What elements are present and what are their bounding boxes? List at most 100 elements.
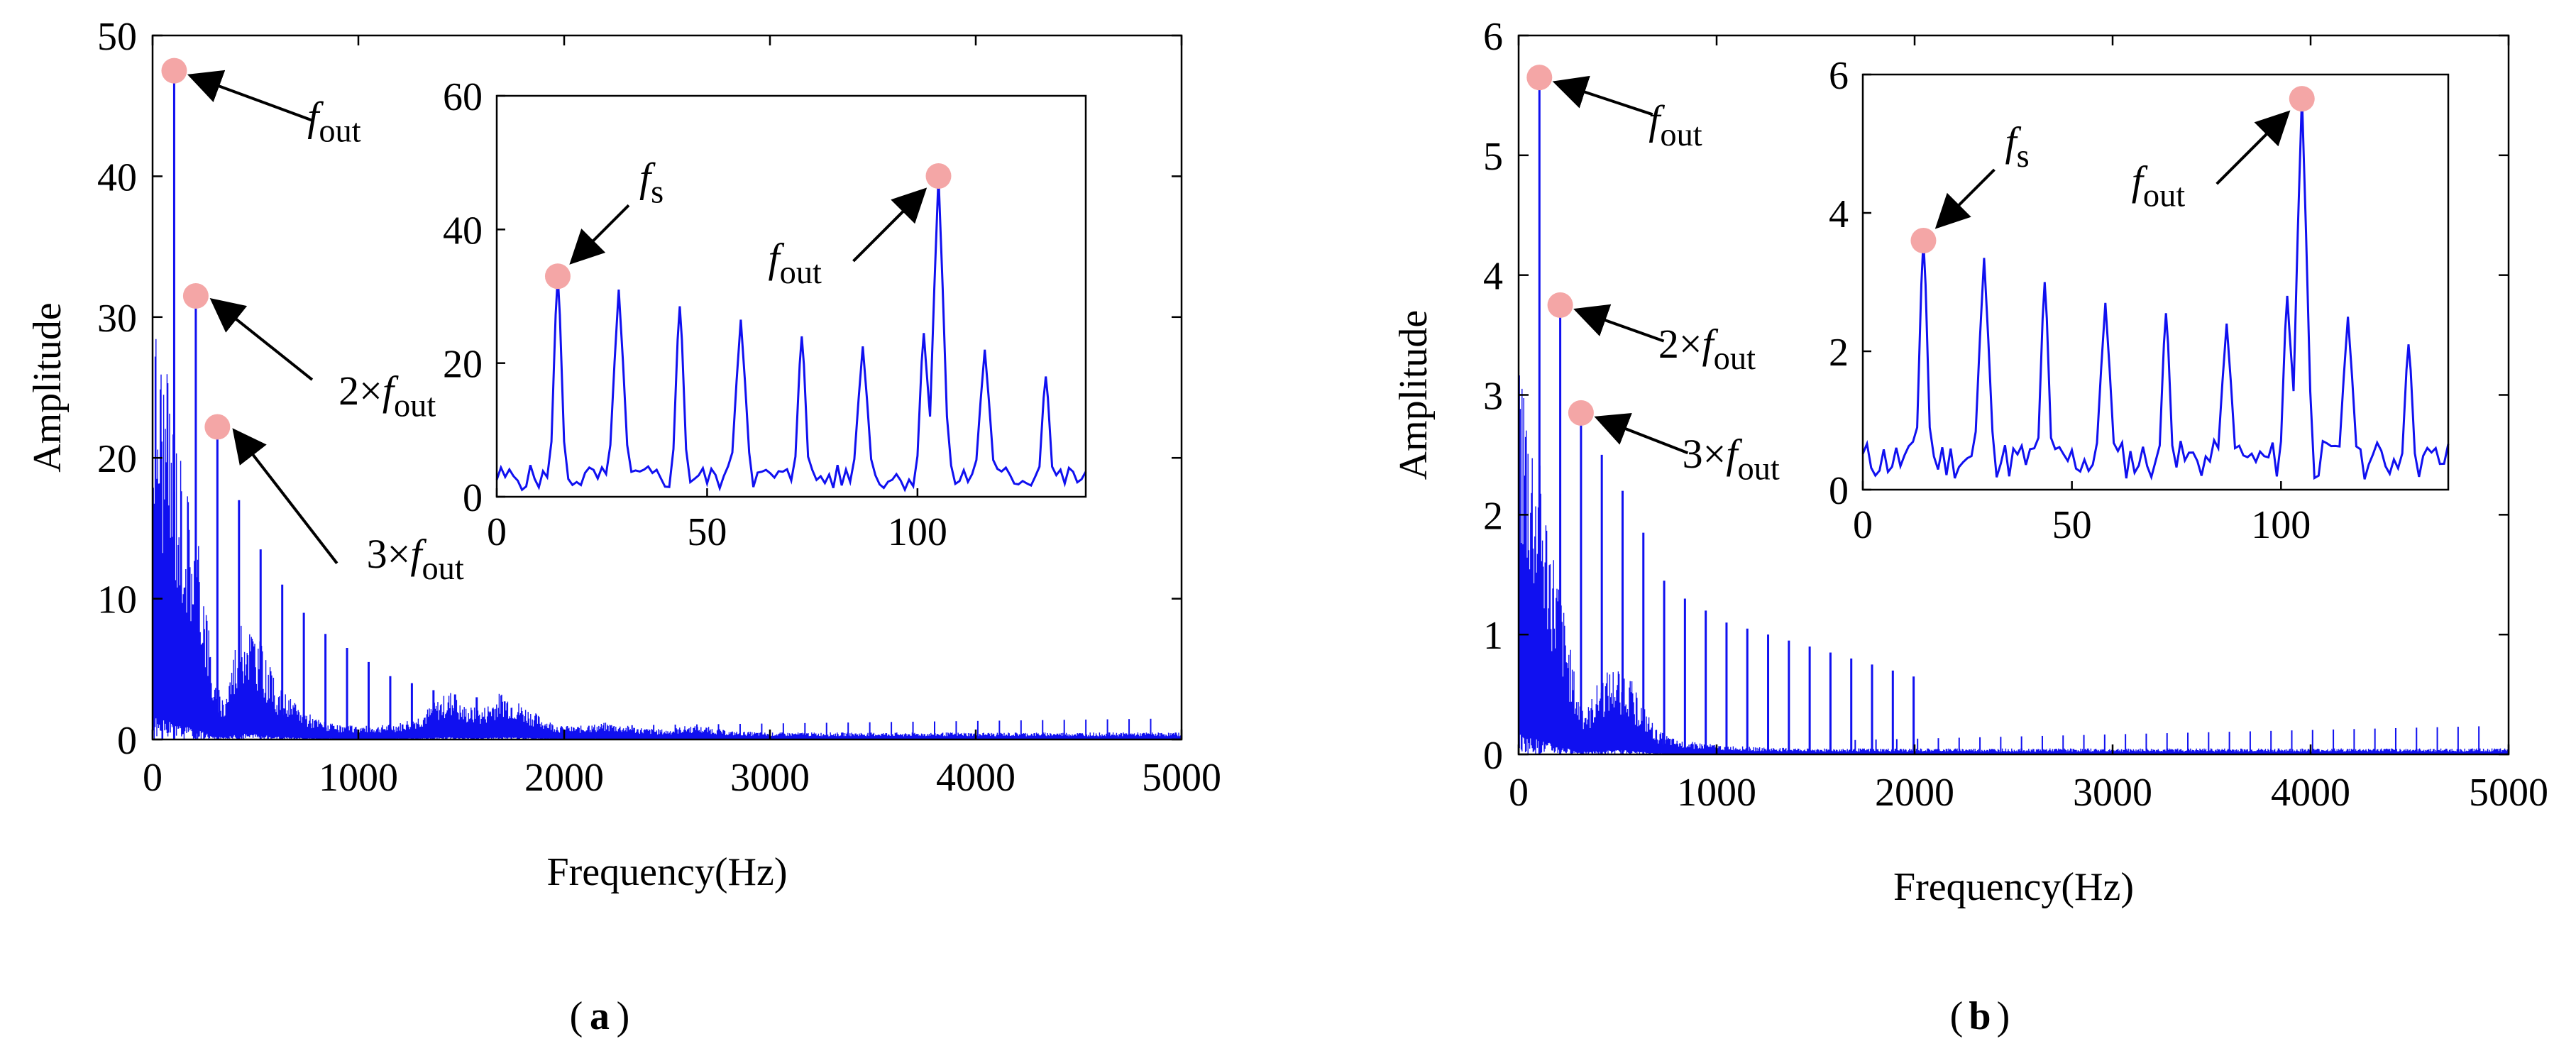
inset-trace <box>495 175 1087 493</box>
highlight-marker-2 <box>1568 400 1594 426</box>
inset-y-tick-label-1: 2 <box>1829 331 1849 375</box>
inset-y-tick-label-3: 6 <box>1829 54 1849 98</box>
annotation-label-2-sub: out <box>1737 451 1779 487</box>
panel-label-a: a <box>590 994 610 1038</box>
x-tick-label-5: 5000 <box>1142 756 1221 800</box>
panel-label-a-open-paren: ( <box>570 994 583 1038</box>
y-tick-label-1: 1 <box>1483 614 1503 658</box>
inset-y-tick-label-2: 40 <box>443 209 483 253</box>
x-tick-label-4: 4000 <box>936 756 1015 800</box>
inset-y-tick-label-1: 20 <box>443 343 483 387</box>
y-tick-label-3: 3 <box>1483 375 1503 419</box>
panel-a: 0 1000 2000 3000 4000 500001020304050Frequenc… <box>26 15 1221 894</box>
x-tick-label-3: 3000 <box>730 756 810 800</box>
x-tick-label-1: 1000 <box>1677 771 1756 815</box>
inset-y-tick-label-0: 0 <box>1829 469 1849 513</box>
annotation-label-2-prefix: 3× <box>1683 431 1727 477</box>
x-tick-label-0: 0 <box>1509 771 1529 815</box>
annotation-arrow-2 <box>232 428 338 564</box>
y-tick-label-5: 5 <box>1483 135 1503 179</box>
inset-y-tick-label-2: 4 <box>1829 192 1849 236</box>
annotation-label-1-prefix: 2× <box>1658 321 1702 367</box>
inset-annotation-arrow-1 <box>852 187 928 263</box>
annotation-label-2: 3×fout <box>1683 431 1780 487</box>
annotation-label-1-sub: out <box>1714 341 1756 377</box>
inset-x-tick-label-2: 100 <box>888 510 947 554</box>
inset-highlight-marker-1 <box>2289 86 2315 112</box>
inset-x-tick-label-1: 50 <box>2052 503 2092 547</box>
annotation-arrow-2 <box>1594 412 1689 455</box>
highlight-marker-0 <box>1526 65 1553 91</box>
y-tick-label-0: 0 <box>117 719 137 763</box>
highlight-marker-1 <box>1547 292 1573 318</box>
plot-frame <box>151 34 1183 741</box>
inset-x-tick-label-2: 100 <box>2251 503 2311 547</box>
inset-highlight-marker-0 <box>1910 228 1937 253</box>
annotation-label-2: 3×fout <box>367 531 464 587</box>
inset-annotation-arrow-1 <box>2216 110 2291 185</box>
highlight-marker-1 <box>182 283 209 309</box>
annotation-label-2-prefix: 3× <box>367 531 411 577</box>
x-tick-label-3: 3000 <box>2073 771 2152 815</box>
y-tick-label-3: 30 <box>97 297 137 341</box>
y-axis-label: Amplitude <box>26 302 70 473</box>
inset-y-tick-label-0: 0 <box>463 476 483 520</box>
inset-x-tick-label-0: 0 <box>1853 503 1873 547</box>
annotation-label-0-sub: out <box>319 114 360 150</box>
inset-frame <box>1861 73 2450 491</box>
x-tick-label-0: 0 <box>143 756 163 800</box>
x-tick-label-4: 4000 <box>2271 771 2350 815</box>
y-tick-label-0: 0 <box>1483 734 1503 778</box>
panel-label-a-close-paren: ) <box>617 994 630 1038</box>
inset-annotation-label-0-sub: s <box>651 174 664 210</box>
inset-background <box>1863 75 2448 490</box>
inset-annotation-arrow-0 <box>1934 168 1996 229</box>
annotation-arrow-0 <box>187 70 314 122</box>
annotation-label-1: 2×fout <box>1658 321 1756 377</box>
y-tick-label-6: 6 <box>1483 15 1503 59</box>
x-axis-label: Frequency(Hz) <box>547 850 788 894</box>
inset-annotation-arrow-0 <box>569 204 630 265</box>
annotation-label-2-sub: out <box>422 551 463 587</box>
y-tick-label-5: 50 <box>97 15 137 59</box>
inset-highlight-marker-0 <box>544 263 571 290</box>
annotation-arrow-1 <box>209 298 314 381</box>
panel-label-b: b <box>1969 994 1991 1038</box>
annotation-label-1-prefix: 2× <box>338 368 382 414</box>
highlight-marker-0 <box>161 57 187 84</box>
x-tick-label-2: 2000 <box>524 756 604 800</box>
x-tick-label-5: 5000 <box>2469 771 2548 815</box>
inset-highlight-marker-1 <box>925 163 952 189</box>
inset-background <box>497 96 1086 497</box>
y-tick-label-1: 10 <box>97 578 137 622</box>
y-tick-label-2: 20 <box>97 437 137 481</box>
x-tick-label-2: 2000 <box>1875 771 1954 815</box>
y-axis-label: Amplitude <box>1392 310 1436 480</box>
inset-frame <box>495 94 1087 498</box>
panel-label-b-close-paren: ) <box>1997 994 2010 1038</box>
inset-trace <box>1861 95 2450 481</box>
x-axis-label: Frequency(Hz) <box>1893 865 2134 909</box>
highlight-marker-2 <box>204 414 231 440</box>
annotation-label-1: 2×fout <box>338 368 436 424</box>
annotation-arrow-0 <box>1552 75 1653 116</box>
inset-annotation-label-1-sub: out <box>2143 177 2185 214</box>
annotation-arrow-1 <box>1573 304 1665 343</box>
inset-x-tick-label-1: 50 <box>687 510 727 554</box>
annotation-label-0: fout <box>307 94 361 150</box>
inset-x-tick-label-0: 0 <box>487 510 507 554</box>
y-tick-label-4: 40 <box>97 155 137 199</box>
inset-y-tick-label-3: 60 <box>443 75 483 119</box>
y-tick-label-4: 4 <box>1483 255 1503 299</box>
panel-b: 0 1000 2000 3000 4000 50000123456Frequency(Hz… <box>1392 15 2548 909</box>
inset-annotation-label-1-sub: out <box>780 255 822 291</box>
panel-label-b-open-paren: ( <box>1950 994 1964 1038</box>
y-tick-label-2: 2 <box>1483 494 1503 538</box>
inset-annotation-label-0-sub: s <box>2017 138 2030 175</box>
annotation-label-1-sub: out <box>394 387 436 424</box>
x-tick-label-1: 1000 <box>319 756 398 800</box>
annotation-label-0: fout <box>1648 97 1702 153</box>
